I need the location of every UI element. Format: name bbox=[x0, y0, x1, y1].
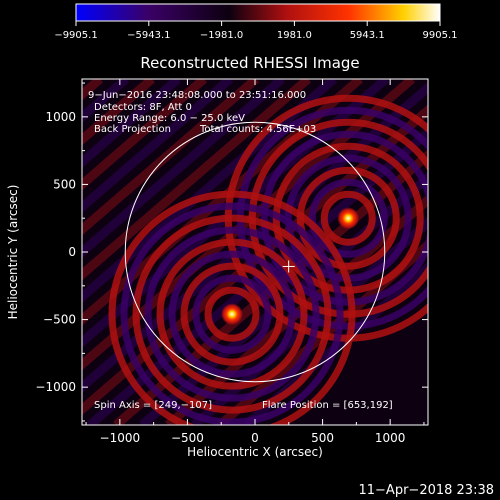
colorbar-gradient bbox=[75, 3, 441, 22]
colorbar-tick-label: −9905.1 bbox=[54, 30, 97, 41]
source-ring bbox=[320, 190, 376, 246]
colorbar: −9905.1 −5943.1 −1981.0 1981.0 5943.1 9905.1 bbox=[54, 3, 458, 41]
annotations: 9−Jun−2016 23:48:08.000 to 23:51:16.000 … bbox=[88, 90, 393, 411]
colorbar-ticks: −9905.1 −5943.1 −1981.0 1981.0 5943.1 9905.1 bbox=[54, 21, 458, 41]
source-ring bbox=[108, 190, 356, 425]
annotation-method: Back Projection bbox=[94, 124, 171, 135]
source-ring bbox=[120, 202, 344, 425]
solar-limb bbox=[124, 121, 386, 383]
x-tick-label: 0 bbox=[251, 431, 259, 445]
y-axis-label: Heliocentric Y (arcsec) bbox=[6, 185, 20, 320]
source-ring bbox=[204, 286, 260, 342]
fringe-band bbox=[217, 239, 428, 425]
annotation-counts: Total counts: 4.56E+03 bbox=[199, 124, 316, 135]
source-1 bbox=[337, 207, 360, 230]
x-tick-label: −500 bbox=[171, 431, 204, 445]
annotation-spin-axis: Spin Axis = [249,−107] bbox=[94, 400, 212, 411]
fringe-band bbox=[82, 79, 337, 303]
source-ring bbox=[192, 274, 272, 354]
x-axis-label: Heliocentric X (arcsec) bbox=[187, 445, 323, 459]
fringe-band bbox=[82, 79, 233, 213]
y-tick-label: 1000 bbox=[45, 110, 76, 124]
fringe-band bbox=[82, 79, 259, 236]
source-ring bbox=[132, 214, 332, 414]
sources-layer bbox=[221, 207, 360, 326]
fringe-band bbox=[82, 79, 155, 146]
footer-timestamp: 11−Apr−2018 23:38 bbox=[359, 483, 495, 498]
annotation-energy: Energy Range: 6.0 − 25.0 keV bbox=[94, 113, 245, 124]
annotation-detectors: Detectors: 8F, Att 0 bbox=[94, 102, 192, 113]
fringe-band bbox=[82, 79, 311, 281]
y-tick-label: 0 bbox=[68, 245, 76, 259]
fringe-pattern bbox=[82, 79, 428, 425]
y-axis-ticks: −1000 −500 0 500 1000 bbox=[35, 82, 428, 422]
image-area bbox=[82, 79, 428, 425]
chart-title: Reconstructed RHESSI Image bbox=[140, 54, 359, 72]
colorbar-tick-label: −5943.1 bbox=[127, 30, 170, 41]
source-ring bbox=[168, 250, 296, 378]
source-ring bbox=[308, 178, 388, 258]
x-axis-ticks: −1000 −500 0 500 1000 bbox=[85, 79, 425, 445]
annotation-time-range: 9−Jun−2016 23:48:08.000 to 23:51:16.000 bbox=[88, 90, 306, 101]
x-tick-label: 1000 bbox=[375, 431, 406, 445]
source-2 bbox=[221, 303, 244, 326]
fringe-band bbox=[82, 79, 181, 168]
colorbar-tick-label: −1981.0 bbox=[200, 30, 243, 41]
source-ring bbox=[144, 226, 320, 402]
colorbar-tick-label: 9905.1 bbox=[423, 30, 458, 41]
colorbar-tick-label: 5943.1 bbox=[350, 30, 385, 41]
x-tick-label: 500 bbox=[311, 431, 334, 445]
y-tick-label: −500 bbox=[43, 313, 76, 327]
y-tick-label: 500 bbox=[53, 177, 76, 191]
fringe-band bbox=[82, 79, 285, 258]
x-tick-label: −1000 bbox=[100, 431, 141, 445]
colorbar-tick-label: 1981.0 bbox=[277, 30, 312, 41]
source-ring bbox=[180, 262, 284, 366]
y-tick-label: −1000 bbox=[35, 380, 76, 394]
source-ring bbox=[156, 238, 308, 390]
annotation-flare-position: Flare Position = [653,192] bbox=[262, 400, 393, 411]
fringe-band bbox=[82, 79, 207, 191]
spin-axis-marker bbox=[282, 260, 295, 273]
